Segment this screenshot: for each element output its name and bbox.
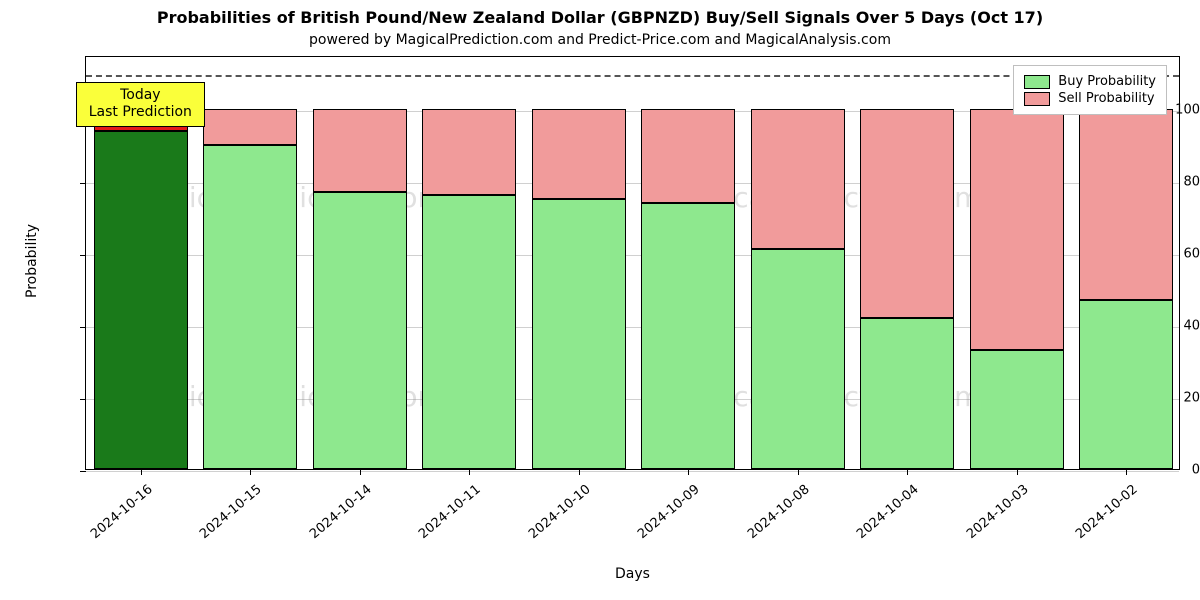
y-tick-mark <box>80 471 86 472</box>
y-tick-label: 40 <box>1127 319 1200 334</box>
plot-area: MagicalPrediction.comMagicalPrediction.c… <box>85 56 1180 470</box>
bar-sell <box>970 109 1064 350</box>
y-tick-label: 80 <box>1127 175 1200 190</box>
x-tick-mark <box>798 469 799 475</box>
bar-sell <box>641 109 735 203</box>
x-tick-label: 2024-10-08 <box>745 482 813 542</box>
y-tick-mark <box>80 183 86 184</box>
x-tick-mark <box>1017 469 1018 475</box>
annotation-line2: Last Prediction <box>89 104 192 122</box>
bar-sell <box>203 109 297 145</box>
bar-buy <box>641 203 735 469</box>
y-tick-mark <box>80 327 86 328</box>
x-tick-mark <box>360 469 361 475</box>
today-annotation: TodayLast Prediction <box>76 82 205 127</box>
bar-buy <box>313 192 407 469</box>
x-tick-mark <box>141 469 142 475</box>
bar-buy <box>422 195 516 469</box>
x-tick-mark <box>688 469 689 475</box>
y-tick-label: 100 <box>1127 103 1200 118</box>
y-tick-label: 60 <box>1127 247 1200 262</box>
figure: Probabilities of British Pound/New Zeala… <box>0 0 1200 600</box>
legend-swatch <box>1024 92 1050 106</box>
x-tick-mark <box>579 469 580 475</box>
y-axis-label: Probability <box>24 224 40 298</box>
y-tick-mark <box>80 399 86 400</box>
chart-subtitle: powered by MagicalPrediction.com and Pre… <box>0 32 1200 48</box>
bar-buy <box>970 350 1064 469</box>
x-tick-label: 2024-10-16 <box>88 482 156 542</box>
bar-sell <box>422 109 516 195</box>
x-tick-label: 2024-10-10 <box>526 482 594 542</box>
x-tick-label: 2024-10-02 <box>1073 482 1141 542</box>
x-tick-mark <box>907 469 908 475</box>
x-tick-label: 2024-10-03 <box>964 482 1032 542</box>
bar-sell <box>860 109 954 318</box>
chart-title: Probabilities of British Pound/New Zeala… <box>0 8 1200 27</box>
bar-buy <box>203 145 297 469</box>
x-tick-label: 2024-10-04 <box>854 482 922 542</box>
bar-sell <box>532 109 626 199</box>
x-axis-label: Days <box>85 566 1180 582</box>
x-tick-label: 2024-10-09 <box>635 482 703 542</box>
x-tick-label: 2024-10-15 <box>197 482 265 542</box>
bar-sell <box>1079 109 1173 300</box>
y-tick-label: 20 <box>1127 391 1200 406</box>
x-tick-mark <box>469 469 470 475</box>
bar-buy <box>532 199 626 469</box>
bar-buy <box>860 318 954 469</box>
x-tick-label: 2024-10-14 <box>307 482 375 542</box>
x-tick-label: 2024-10-11 <box>416 482 484 542</box>
x-tick-mark <box>250 469 251 475</box>
y-tick-label: 0 <box>1127 463 1200 478</box>
legend-label: Buy Probability <box>1058 74 1156 89</box>
bar-sell <box>751 109 845 249</box>
annotation-line1: Today <box>89 87 192 105</box>
y-tick-mark <box>80 255 86 256</box>
legend-item: Buy Probability <box>1024 74 1156 89</box>
bar-buy <box>94 131 188 469</box>
legend-swatch <box>1024 75 1050 89</box>
bar-sell <box>313 109 407 192</box>
bar-buy <box>751 249 845 469</box>
